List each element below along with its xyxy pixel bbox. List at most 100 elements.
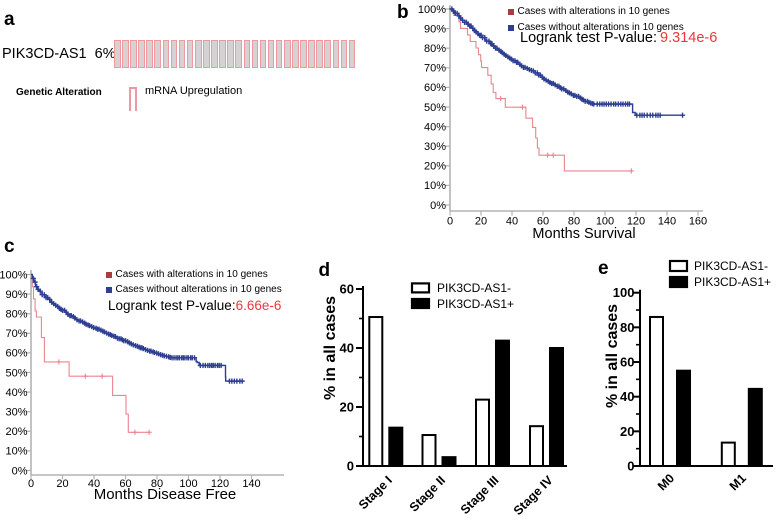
oncoprint-sample-bar xyxy=(122,40,129,68)
km-disease-free-pvalue: Logrank test P-value:6.66e-6 xyxy=(108,298,281,313)
bar-negative-stage-iii xyxy=(475,398,490,467)
bar-positive-stage-iii xyxy=(495,339,510,467)
oncoprint-alteration-track xyxy=(114,40,356,68)
pvalue-value: 6.66e-6 xyxy=(235,297,282,313)
red-legend-swatch xyxy=(508,9,514,15)
oncoprint-sample-bar xyxy=(340,40,348,68)
oncoprint-sample-bar xyxy=(308,40,315,68)
oncoprint-legend-title: Genetic Alteration xyxy=(16,87,102,98)
legend-with-alterations: Cases with alterations in 10 genes xyxy=(106,269,282,281)
bar-ytick-label: 40 xyxy=(620,389,634,404)
km-ytick-label: 80% xyxy=(424,43,446,55)
stage-legend-pos-label: PIK3CD-AS1+ xyxy=(437,297,515,311)
km-disease-free-xlabel: Months Disease Free xyxy=(93,486,237,503)
km-ytick-label: 100% xyxy=(418,4,446,16)
legend-with-alterations-label: Cases with alterations in 10 genes xyxy=(517,6,670,17)
oncoprint-sample-bar xyxy=(251,40,259,68)
bar-legend-swatch xyxy=(410,282,431,294)
km-ytick-label: 90% xyxy=(424,23,446,35)
oncoprint-sample-bar xyxy=(186,40,194,68)
km-ytick-label: 80% xyxy=(5,309,27,321)
oncoprint-sample-bar xyxy=(130,40,137,68)
bar-ytick-label: 20 xyxy=(340,400,354,415)
bar-category-label: Stage IV xyxy=(511,473,556,518)
legend-without-alterations: Cases without alterations in 10 genes xyxy=(508,22,684,34)
panel-a-letter: a xyxy=(4,9,15,30)
oncoprint-sample-bar xyxy=(146,40,153,68)
km-ytick-label: 0% xyxy=(430,200,446,212)
oncoprint-sample-bar xyxy=(348,40,356,68)
panel-e-letter: e xyxy=(598,257,609,279)
pvalue-label: Logrank test P-value: xyxy=(108,297,236,313)
oncoprint-sample-bar xyxy=(162,40,170,68)
km-axes: 0% 10% 20% 30% 40% 50% 60% 70% 80% 90% 100% 0 20 40 60… xyxy=(0,269,284,490)
km-ytick-label: 70% xyxy=(424,63,446,75)
legend-without-alterations-label: Cases without alterations in 10 genes xyxy=(115,284,282,295)
oncoprint-sample-bar xyxy=(259,40,267,68)
mrna-upregulation-glyph xyxy=(129,87,137,111)
oncoprint-sample-bar xyxy=(154,40,162,68)
km-ytick-label: 90% xyxy=(5,289,27,301)
km-disease-free-legend: Cases with alterations in 10 genes Cases… xyxy=(106,269,282,296)
oncoprint-sample-bar xyxy=(243,40,251,68)
km-ytick-label: 100% xyxy=(0,269,28,281)
km-ytick-label: 30% xyxy=(424,141,446,153)
oncoprint-sample-bar xyxy=(227,40,234,68)
km-disease-free-plot: 0% 10% 20% 30% 40% 50% 60% 70% 80% 90% 100% 0 20 40 60… xyxy=(0,269,284,490)
km-xtick-label: 80 xyxy=(568,216,580,228)
panel-b-letter: b xyxy=(397,2,409,23)
legend-with-alterations-label: Cases with alterations in 10 genes xyxy=(115,269,268,280)
km-ytick-label: 40% xyxy=(424,121,446,133)
km-curve-with-alterations xyxy=(450,8,634,174)
bar-positive-m0 xyxy=(676,369,691,467)
blue-legend-swatch xyxy=(508,25,514,31)
oncoprint-sample-bar xyxy=(332,40,340,68)
km-xtick-label: 140 xyxy=(658,216,676,228)
km-curve-with-alterations xyxy=(31,273,152,435)
bar-negative-m0 xyxy=(649,315,664,467)
km-ytick-label: 10% xyxy=(424,180,446,192)
km-xtick-label: 40 xyxy=(506,216,518,228)
bar-legend-swatch xyxy=(410,297,431,310)
bar-ytick-label: 40 xyxy=(340,341,354,356)
km-survival-plot: 0% 10% 20% 30% 40% 50% 60% 70% 80% 90% 100% 0 20 40 60… xyxy=(418,4,707,228)
red-legend-swatch xyxy=(106,272,112,278)
bar-category-label: Stage I xyxy=(356,473,395,512)
stage-bar-chart: 0 20 40 60 Stage I Stage II Stage III Stage IV xyxy=(340,282,567,518)
bar-negative-stage-i xyxy=(368,316,384,468)
bar-legend-swatch xyxy=(668,275,689,289)
bar-category-label: Stage III xyxy=(458,473,502,517)
metastasis-bar-ylabel: % in all cases xyxy=(603,303,621,408)
bar-ytick-label: 60 xyxy=(340,282,354,297)
oncoprint-sample-bar xyxy=(300,40,307,68)
km-survival-legend: Cases with alterations in 10 genes Cases… xyxy=(508,6,684,34)
bar-category-label: Stage II xyxy=(407,473,448,514)
oncoprint-sample-bar xyxy=(267,40,275,68)
bar-positive-stage-iv xyxy=(549,347,564,467)
pvalue-value: 9.314e-6 xyxy=(660,29,718,46)
km-ytick-label: 20% xyxy=(5,426,27,438)
km-xtick-label: 120 xyxy=(211,478,229,490)
bar-ytick-label: 60 xyxy=(620,355,634,370)
km-ytick-label: 50% xyxy=(424,102,446,114)
bar-ytick-label: 0 xyxy=(347,459,354,474)
km-xtick-label: 100 xyxy=(179,478,197,490)
oncoprint-sample-bar xyxy=(114,40,121,68)
legend-without-alterations: Cases without alterations in 10 genes xyxy=(106,284,282,296)
bar-ytick-label: 20 xyxy=(620,424,634,439)
bar-ytick-label: 0 xyxy=(627,459,634,474)
oncoprint-gene-label: PIK3CD-AS1 6% xyxy=(2,46,116,62)
bar-category-label: M0 xyxy=(655,471,677,493)
oncoprint-sample-bar xyxy=(178,40,186,68)
mrna-upregulation-label: mRNA Upregulation xyxy=(145,85,243,97)
metastasis-legend-pos-label: PIK3CD-AS1+ xyxy=(694,275,772,289)
oncoprint-sample-bar xyxy=(292,40,299,68)
km-curve-without-alterations xyxy=(449,6,686,118)
legend-without-alterations-label: Cases without alterations in 10 genes xyxy=(517,22,684,33)
bar-negative-stage-ii xyxy=(421,434,437,467)
km-xtick-label: 40 xyxy=(88,478,100,490)
oncoprint-sample-bar xyxy=(235,40,242,68)
km-xtick-label: 20 xyxy=(56,478,68,490)
km-axes: 0% 10% 20% 30% 40% 50% 60% 70% 80% 90% 100% 0 20 40 60… xyxy=(418,4,707,228)
